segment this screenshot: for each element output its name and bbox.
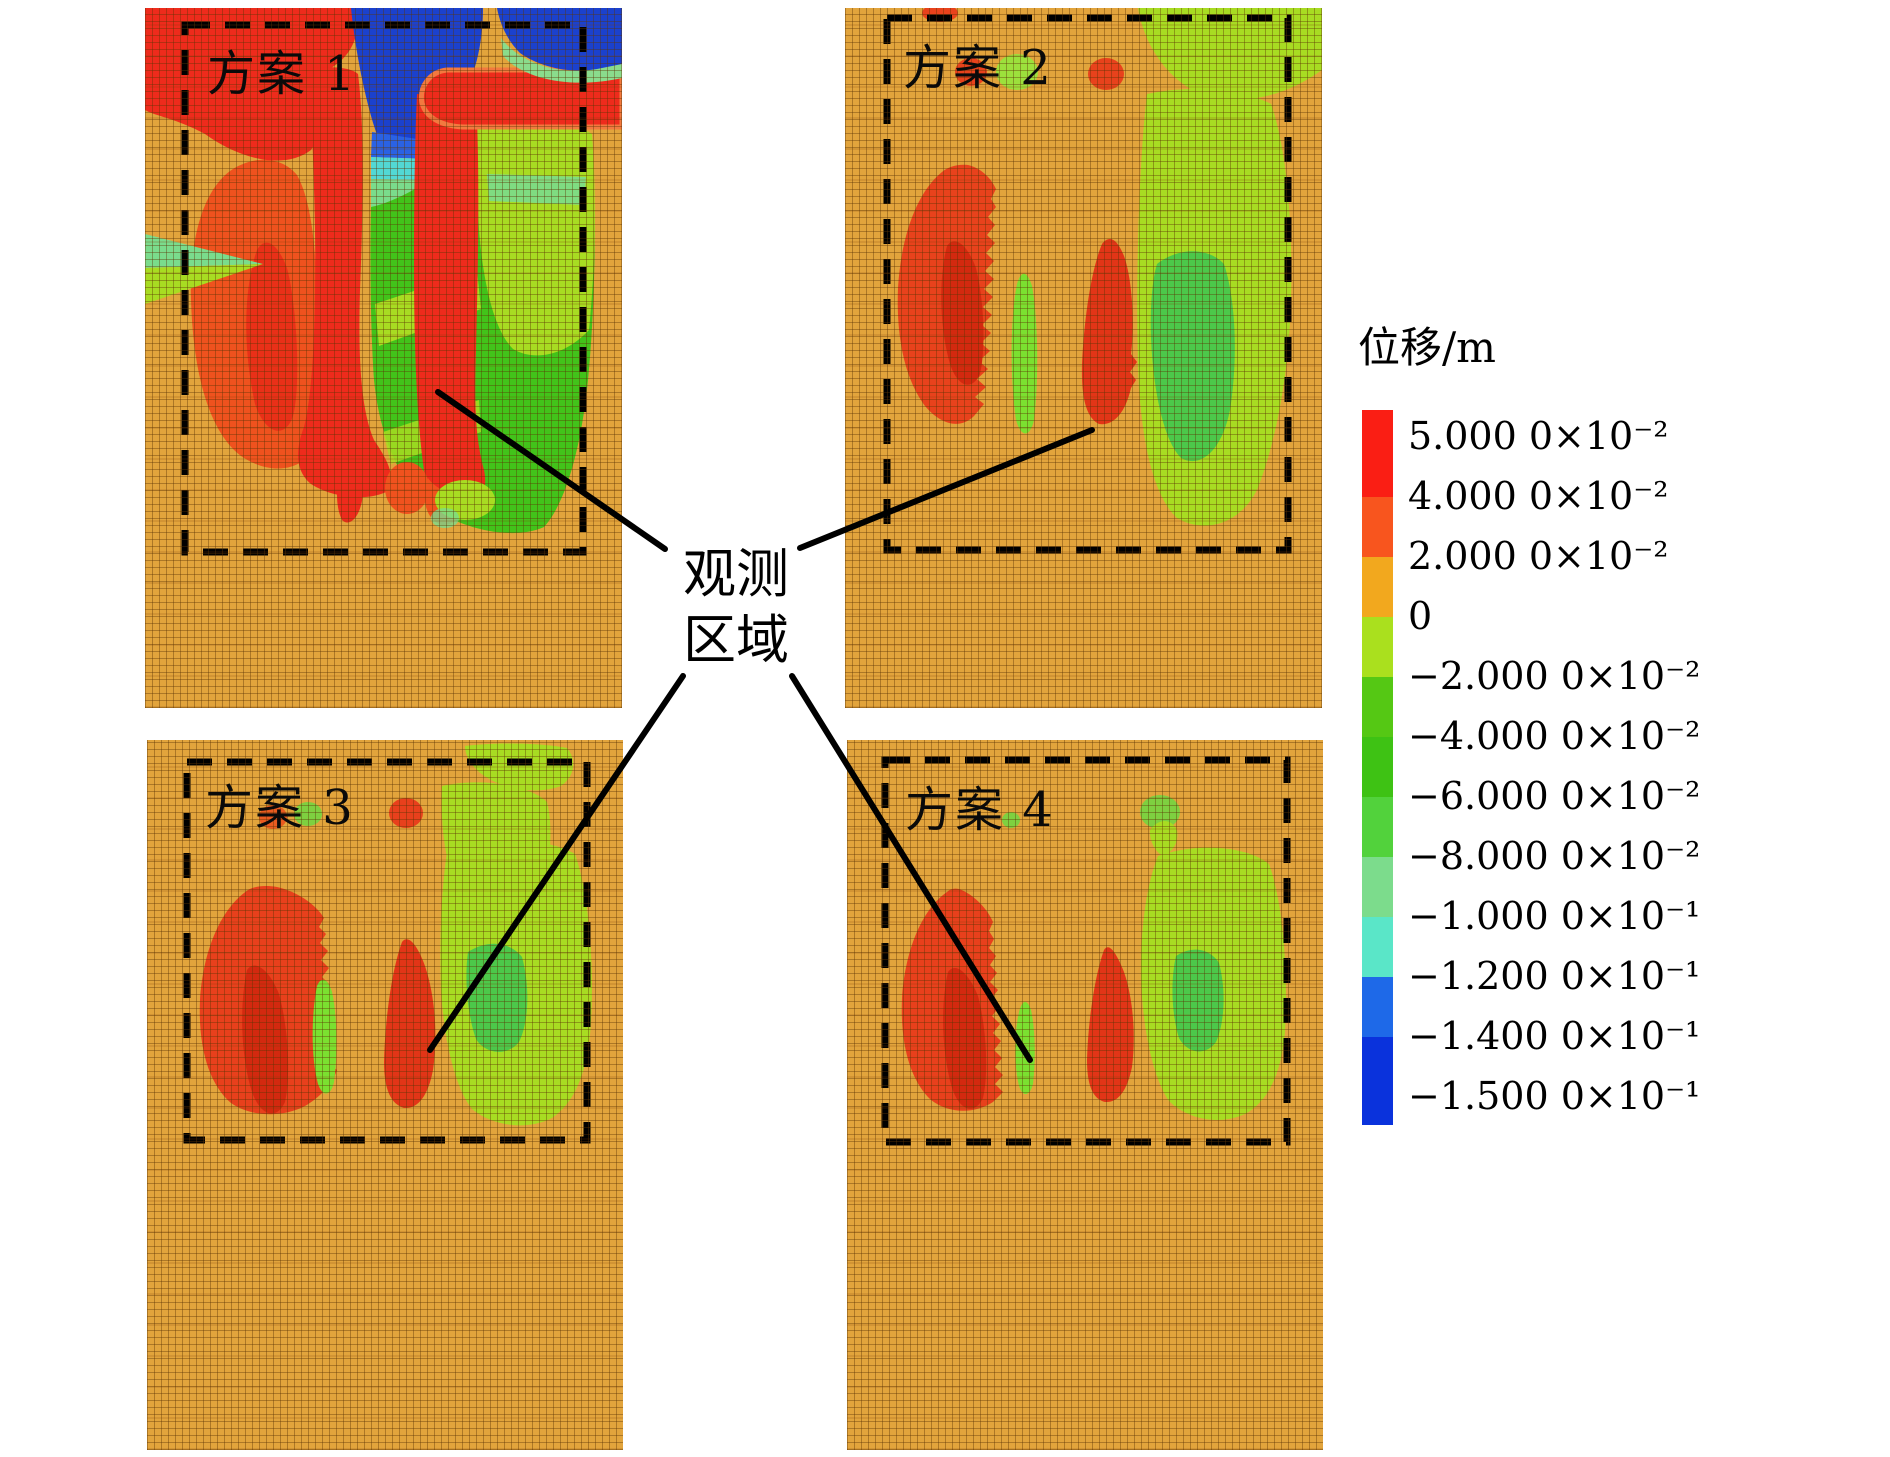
contour-panel-3: 方案 3 <box>147 740 623 1450</box>
legend-colorbar <box>1362 410 1393 1125</box>
legend-tick-label: −1.500 0×10⁻¹ <box>1408 1074 1701 1119</box>
legend-color-segment <box>1362 797 1393 857</box>
observation-region-box-1 <box>181 21 587 556</box>
legend-tick-label: −2.000 0×10⁻² <box>1408 654 1701 699</box>
panel-label-scheme-1: 方案 1 <box>207 46 357 102</box>
legend-color-segment <box>1362 737 1393 797</box>
legend-tick-label: −6.000 0×10⁻² <box>1408 774 1701 819</box>
legend-tick-label: 2.000 0×10⁻² <box>1408 534 1669 579</box>
observation-region-label: 观测 区域 <box>646 542 826 674</box>
observation-region-label-line2: 区域 <box>683 610 789 671</box>
contour-panel-1: 方案 1 <box>145 8 622 708</box>
panel-label-scheme-2: 方案 2 <box>903 40 1053 96</box>
panel-label-scheme-3: 方案 3 <box>205 780 355 836</box>
observation-region-label-line1: 观测 <box>683 544 789 605</box>
legend-tick-label: 5.000 0×10⁻² <box>1408 414 1669 459</box>
legend-color-segment <box>1362 497 1393 557</box>
legend-tick-label: −4.000 0×10⁻² <box>1408 714 1701 759</box>
observation-region-box-3 <box>183 758 591 1144</box>
legend-color-segment <box>1362 410 1393 497</box>
legend-color-segment <box>1362 557 1393 617</box>
legend-tick-label: −1.200 0×10⁻¹ <box>1408 954 1701 999</box>
legend-tick-label: −8.000 0×10⁻² <box>1408 834 1701 879</box>
legend-color-segment <box>1362 677 1393 737</box>
contour-plot-scheme-1 <box>145 8 622 708</box>
contour-plot-scheme-4 <box>847 740 1323 1450</box>
legend-color-segment <box>1362 1037 1393 1125</box>
contour-plot-scheme-3 <box>147 740 623 1450</box>
legend-color-segment <box>1362 917 1393 977</box>
legend-tick-label: 0 <box>1408 594 1433 639</box>
contour-panel-4: 方案 4 <box>847 740 1323 1450</box>
legend-tick-label: −1.000 0×10⁻¹ <box>1408 894 1701 939</box>
legend-labels: 5.000 0×10⁻² 4.000 0×10⁻² 2.000 0×10⁻² 0 −2.… <box>1408 0 1708 1457</box>
legend-color-segment <box>1362 857 1393 917</box>
legend-color-segment <box>1362 617 1393 677</box>
legend-tick-label: −1.400 0×10⁻¹ <box>1408 1014 1701 1059</box>
legend-title: 位移/m <box>1358 323 1496 372</box>
legend-color-segment <box>1362 977 1393 1037</box>
panel-label-scheme-4: 方案 4 <box>905 782 1055 838</box>
contour-panel-2: 方案 2 <box>845 8 1322 708</box>
legend-tick-label: 4.000 0×10⁻² <box>1408 474 1669 519</box>
contour-plot-scheme-2 <box>845 8 1322 708</box>
